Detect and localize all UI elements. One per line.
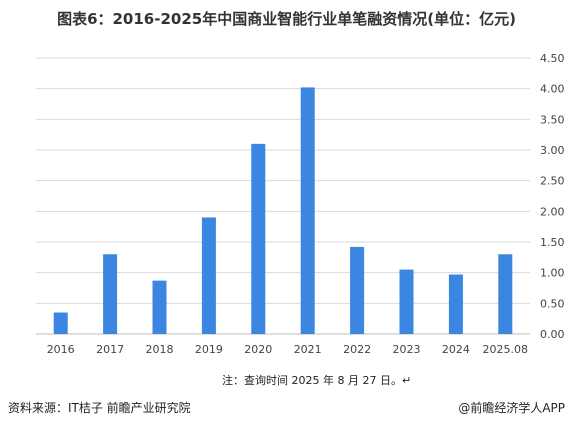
x-tick-label: 2016 bbox=[47, 343, 75, 356]
y-tick-label: 4.50 bbox=[540, 52, 565, 65]
bar-2021 bbox=[300, 87, 315, 334]
chart-title: 图表6：2016-2025年中国商业智能行业单笔融资情况(单位：亿元) bbox=[57, 10, 516, 28]
brand-label: @前瞻经济学人APP bbox=[458, 401, 565, 415]
x-tick-label: 2018 bbox=[146, 343, 174, 356]
data-source: 资料来源：IT桔子 前瞻产业研究院 bbox=[8, 401, 191, 415]
bar-2020 bbox=[251, 143, 266, 334]
y-tick-label: 1.50 bbox=[540, 236, 565, 249]
x-tick-label: 2020 bbox=[244, 343, 272, 356]
x-tick-label: 2025.08 bbox=[483, 343, 529, 356]
bar-2017 bbox=[103, 254, 118, 334]
y-tick-label: 3.00 bbox=[540, 144, 565, 157]
y-tick-label: 4.00 bbox=[540, 83, 565, 96]
bar-2024 bbox=[448, 274, 463, 334]
x-tick-label: 2019 bbox=[195, 343, 223, 356]
bar-2016 bbox=[53, 312, 68, 334]
chart-note: 注：查询时间 2025 年 8 月 27 日。↵ bbox=[222, 374, 412, 387]
y-tick-label: 0.00 bbox=[540, 328, 565, 341]
bar-2025.08 bbox=[498, 254, 513, 334]
x-tick-label: 2021 bbox=[294, 343, 322, 356]
bar-2018 bbox=[152, 280, 167, 334]
y-tick-label: 3.50 bbox=[540, 113, 565, 126]
y-tick-label: 2.50 bbox=[540, 175, 565, 188]
y-tick-label: 0.50 bbox=[540, 297, 565, 310]
x-tick-label: 2024 bbox=[442, 343, 470, 356]
bar-2023 bbox=[399, 269, 414, 334]
bar-2022 bbox=[350, 246, 365, 334]
bar-2019 bbox=[201, 217, 216, 334]
y-tick-label: 2.00 bbox=[540, 205, 565, 218]
y-tick-label: 1.00 bbox=[540, 267, 565, 280]
x-tick-label: 2022 bbox=[343, 343, 371, 356]
x-tick-label: 2023 bbox=[393, 343, 421, 356]
x-tick-label: 2017 bbox=[96, 343, 124, 356]
